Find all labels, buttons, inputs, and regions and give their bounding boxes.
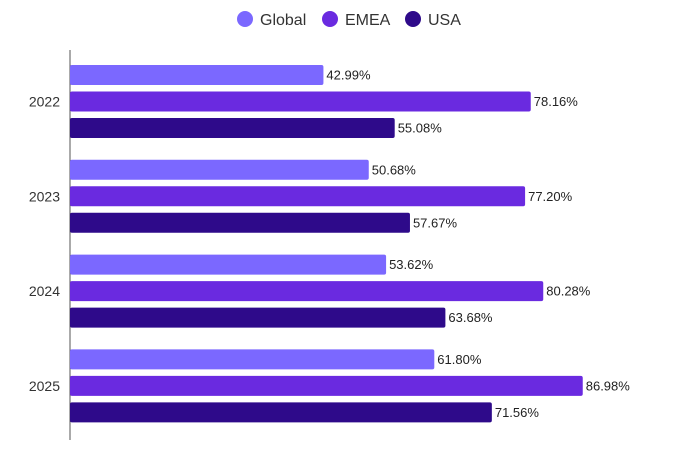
bar-usa-2022 (70, 118, 395, 138)
legend-swatch-emea (322, 11, 338, 27)
data-label-emea-2024: 80.28% (546, 284, 591, 299)
data-label-usa-2023: 57.67% (413, 215, 458, 230)
bar-global-2022 (70, 65, 324, 85)
legend-swatch-usa (405, 11, 421, 27)
y-tick-label-2024: 2024 (29, 283, 60, 299)
bar-emea-2025 (70, 375, 583, 396)
data-label-global-2022: 42.99% (326, 68, 371, 83)
bar-usa-2023 (70, 212, 410, 233)
data-label-global-2023: 50.68% (372, 162, 417, 177)
legend-item-global[interactable]: Global (237, 11, 306, 29)
data-label-global-2024: 53.62% (389, 257, 434, 272)
y-tick-label-2022: 2022 (29, 94, 60, 110)
legend-label-emea: EMEA (345, 12, 391, 29)
bar-global-2024 (70, 254, 387, 275)
plot-area: 42.99% 78.16% 55.08% 50.68% 77.20% 57.67% 53.6… (29, 50, 630, 440)
data-label-emea-2023: 77.20% (528, 189, 573, 204)
legend-label-global: Global (260, 12, 306, 29)
bar-emea-2022 (70, 91, 531, 112)
bars-group: 42.99% 78.16% 55.08% 50.68% 77.20% 57.67% 53.6… (70, 65, 631, 423)
data-label-emea-2025: 86.98% (586, 378, 631, 393)
bar-emea-2023 (70, 186, 526, 207)
chart-legend: Global EMEA USA (237, 11, 461, 29)
legend-item-usa[interactable]: USA (405, 11, 461, 29)
bar-emea-2024 (70, 281, 544, 302)
y-tick-labels: 2022 2023 2024 2025 (29, 94, 60, 394)
bar-usa-2025 (70, 402, 492, 423)
legend-swatch-global (237, 11, 253, 27)
legend-label-usa: USA (428, 12, 461, 29)
data-label-usa-2024: 63.68% (448, 310, 493, 325)
data-label-emea-2022: 78.16% (534, 94, 579, 109)
bar-global-2023 (70, 159, 369, 180)
bar-global-2025 (70, 349, 435, 370)
y-tick-label-2023: 2023 (29, 188, 60, 204)
data-label-global-2025: 61.80% (437, 352, 482, 367)
bar-usa-2024 (70, 307, 446, 328)
legend-item-emea[interactable]: EMEA (322, 11, 391, 29)
data-label-usa-2022: 55.08% (398, 121, 443, 136)
y-tick-label-2025: 2025 (29, 378, 60, 394)
data-label-usa-2025: 71.56% (495, 405, 540, 420)
